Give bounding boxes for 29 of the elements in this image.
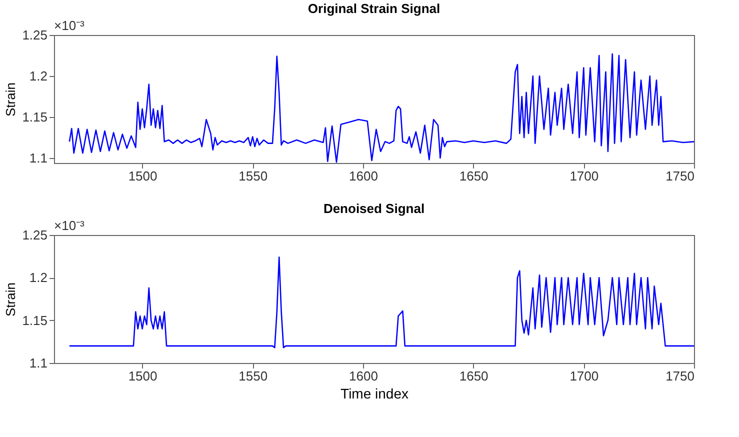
x-tick-label: 1750 bbox=[666, 368, 694, 384]
x-tick-label: 1500 bbox=[128, 168, 158, 184]
y-tick-label: 1.1 bbox=[29, 150, 48, 166]
y-tick-label: 1.15 bbox=[22, 110, 48, 125]
x-tick-label: 1650 bbox=[459, 368, 488, 384]
x-axis-title: Time index bbox=[340, 386, 408, 402]
y-tick-label: 1.2 bbox=[29, 68, 48, 84]
y-tick-label: 1.15 bbox=[22, 312, 48, 328]
x-tick-label: 1650 bbox=[459, 168, 488, 184]
chart-title: Original Strain Signal bbox=[308, 1, 440, 16]
x-tick-label: 1700 bbox=[570, 368, 599, 384]
line-series bbox=[68, 256, 694, 348]
y-tick-label: 1.25 bbox=[22, 228, 48, 242]
y-axis-title: Strain bbox=[3, 282, 18, 316]
x-tick-label: 1550 bbox=[238, 168, 268, 184]
text: ×10⁻³ bbox=[54, 18, 86, 33]
y-tick-label: 1.2 bbox=[29, 270, 48, 286]
line-series bbox=[68, 53, 694, 163]
y-tick-label: 1.25 bbox=[22, 28, 48, 42]
y-axis-title: Strain bbox=[3, 82, 18, 116]
chart-title: Denoised Signal bbox=[323, 201, 425, 216]
y-tick-label: 1.1 bbox=[29, 356, 48, 370]
x-tick-label: 1750 bbox=[666, 168, 694, 184]
x-tick-label: 1700 bbox=[570, 168, 599, 184]
x-tick-label: 1600 bbox=[349, 368, 378, 384]
text: ×10⁻³ bbox=[54, 218, 86, 233]
x-tick-label: 1550 bbox=[238, 368, 268, 384]
x-tick-label: 1500 bbox=[128, 368, 158, 384]
x-tick-label: 1600 bbox=[349, 168, 378, 184]
